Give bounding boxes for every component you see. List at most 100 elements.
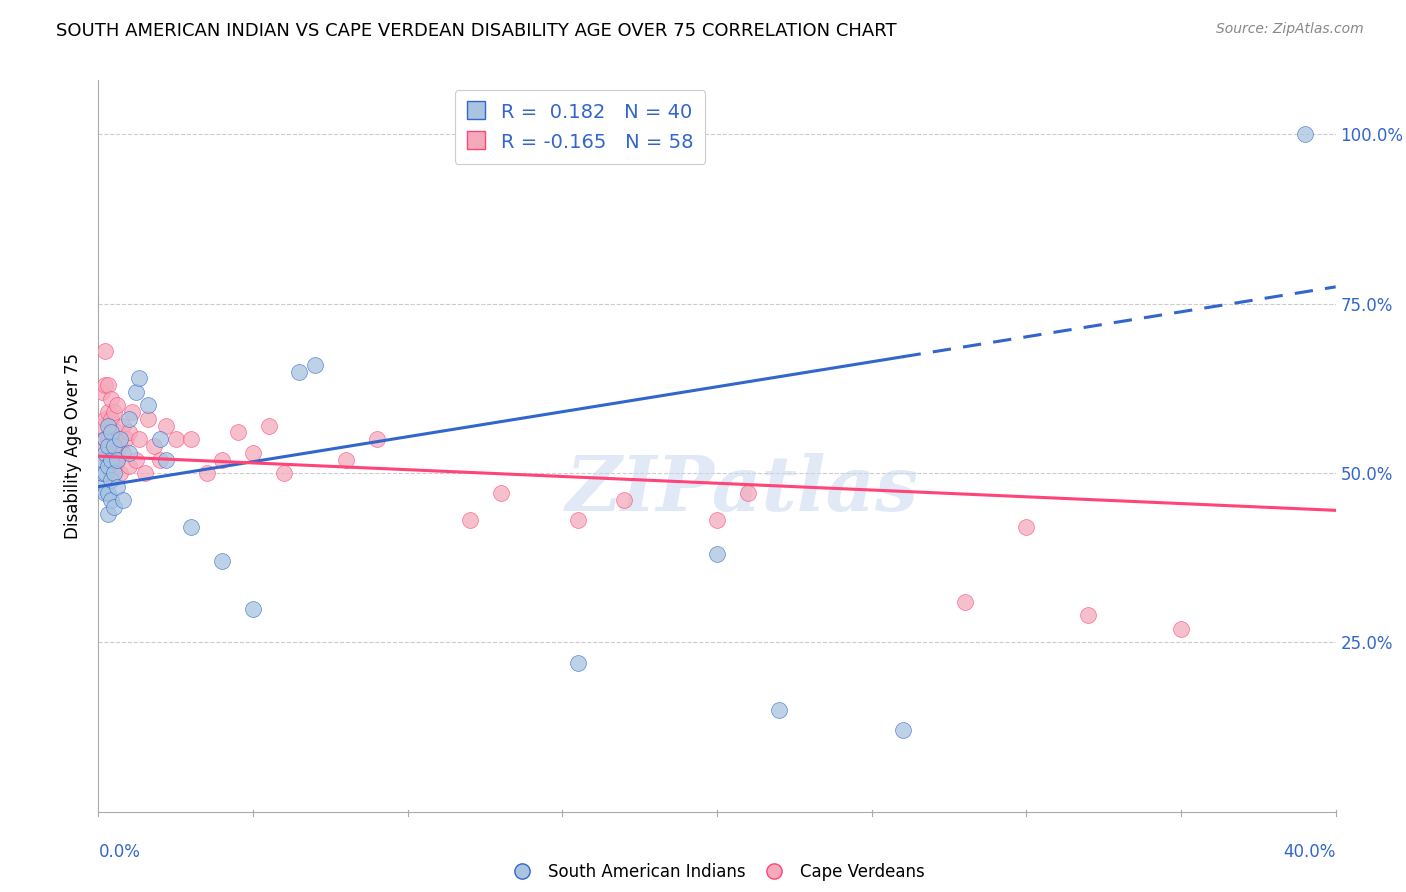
Point bbox=[128, 371, 150, 385]
Point bbox=[891, 723, 914, 738]
Point bbox=[288, 364, 311, 378]
Point bbox=[112, 446, 135, 460]
Point bbox=[93, 412, 115, 426]
Point bbox=[180, 432, 202, 446]
Point bbox=[134, 466, 156, 480]
Point bbox=[195, 466, 218, 480]
Point bbox=[366, 432, 388, 446]
Point bbox=[613, 493, 636, 508]
Point bbox=[100, 452, 122, 467]
Point bbox=[165, 432, 187, 446]
Point bbox=[155, 418, 177, 433]
Point bbox=[226, 425, 249, 440]
Point bbox=[93, 486, 115, 500]
Point bbox=[93, 344, 115, 359]
Point bbox=[211, 554, 233, 568]
Point bbox=[97, 452, 120, 467]
Text: 0.0%: 0.0% bbox=[98, 843, 141, 861]
Point bbox=[706, 547, 728, 561]
Point bbox=[105, 452, 128, 467]
Point bbox=[118, 425, 141, 440]
Point bbox=[103, 459, 125, 474]
Point bbox=[105, 480, 128, 494]
Y-axis label: Disability Age Over 75: Disability Age Over 75 bbox=[65, 353, 83, 539]
Point bbox=[90, 466, 112, 480]
Point bbox=[103, 500, 125, 514]
Point bbox=[242, 446, 264, 460]
Point bbox=[97, 459, 120, 474]
Point bbox=[149, 452, 172, 467]
Point bbox=[100, 439, 122, 453]
Point bbox=[115, 432, 138, 446]
Point bbox=[1294, 128, 1316, 142]
Point bbox=[100, 392, 122, 406]
Point bbox=[93, 432, 115, 446]
Point bbox=[105, 452, 128, 467]
Point bbox=[108, 432, 131, 446]
Point bbox=[124, 452, 146, 467]
Point bbox=[242, 601, 264, 615]
Point bbox=[108, 466, 131, 480]
Point bbox=[93, 466, 115, 480]
Point bbox=[90, 452, 112, 467]
Point bbox=[458, 514, 481, 528]
Point bbox=[112, 418, 135, 433]
Point bbox=[567, 514, 589, 528]
Point bbox=[90, 452, 112, 467]
Point bbox=[97, 507, 120, 521]
Point bbox=[100, 425, 122, 440]
Point bbox=[257, 418, 280, 433]
Point bbox=[100, 493, 122, 508]
Point bbox=[1077, 608, 1099, 623]
Point bbox=[93, 378, 115, 392]
Point bbox=[489, 486, 512, 500]
Point bbox=[180, 520, 202, 534]
Point bbox=[90, 439, 112, 453]
Point bbox=[90, 418, 112, 433]
Point bbox=[105, 425, 128, 440]
Point bbox=[97, 378, 120, 392]
Point bbox=[1015, 520, 1038, 534]
Point bbox=[118, 446, 141, 460]
Point bbox=[100, 473, 122, 487]
Point bbox=[97, 405, 120, 419]
Point bbox=[143, 439, 166, 453]
Point bbox=[103, 405, 125, 419]
Point bbox=[118, 412, 141, 426]
Text: ZIPatlas: ZIPatlas bbox=[565, 453, 918, 527]
Text: SOUTH AMERICAN INDIAN VS CAPE VERDEAN DISABILITY AGE OVER 75 CORRELATION CHART: SOUTH AMERICAN INDIAN VS CAPE VERDEAN DI… bbox=[56, 22, 897, 40]
Point bbox=[90, 384, 112, 399]
Point bbox=[273, 466, 295, 480]
Text: 40.0%: 40.0% bbox=[1284, 843, 1336, 861]
Legend: South American Indians, Cape Verdeans: South American Indians, Cape Verdeans bbox=[502, 856, 932, 888]
Point bbox=[304, 358, 326, 372]
Point bbox=[90, 480, 112, 494]
Point bbox=[335, 452, 357, 467]
Point bbox=[112, 493, 135, 508]
Point bbox=[706, 514, 728, 528]
Point bbox=[103, 432, 125, 446]
Point bbox=[97, 439, 120, 453]
Point bbox=[100, 466, 122, 480]
Point bbox=[155, 452, 177, 467]
Text: Source: ZipAtlas.com: Source: ZipAtlas.com bbox=[1216, 22, 1364, 37]
Point bbox=[108, 439, 131, 453]
Point bbox=[103, 466, 125, 480]
Point bbox=[567, 656, 589, 670]
Point bbox=[737, 486, 759, 500]
Point bbox=[136, 398, 159, 412]
Point bbox=[128, 432, 150, 446]
Point bbox=[149, 432, 172, 446]
Point bbox=[103, 439, 125, 453]
Point bbox=[97, 432, 120, 446]
Point bbox=[118, 459, 141, 474]
Point bbox=[953, 595, 976, 609]
Point bbox=[1170, 622, 1192, 636]
Point bbox=[121, 405, 143, 419]
Point bbox=[97, 418, 120, 433]
Point bbox=[93, 446, 115, 460]
Point bbox=[93, 432, 115, 446]
Point bbox=[100, 412, 122, 426]
Point bbox=[124, 384, 146, 399]
Point bbox=[211, 452, 233, 467]
